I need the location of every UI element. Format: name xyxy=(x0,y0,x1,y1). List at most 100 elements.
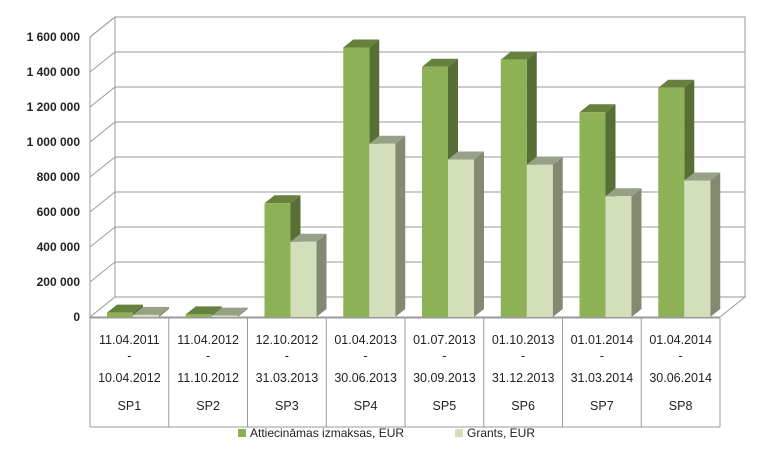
bar-side xyxy=(474,151,484,317)
bar-front xyxy=(684,180,711,317)
bar-top xyxy=(684,172,721,181)
bar-front xyxy=(264,203,291,317)
category-separator: - xyxy=(364,349,368,363)
category-code: SP5 xyxy=(433,399,457,413)
legend-swatch xyxy=(238,429,246,437)
bar-top xyxy=(185,306,222,315)
category-period-start: 11.04.2012 xyxy=(177,333,239,347)
category-period-start: 12.10.2012 xyxy=(256,333,319,347)
category-separator: - xyxy=(127,349,131,363)
bar xyxy=(448,151,484,317)
bar-front xyxy=(605,196,632,317)
y-tick-label: 1 000 000 xyxy=(27,135,81,149)
category-code: SP8 xyxy=(669,399,693,413)
bar-front xyxy=(500,59,527,317)
bar-top xyxy=(290,233,327,242)
bar xyxy=(684,172,721,317)
legend-swatch xyxy=(455,429,463,437)
bar-front xyxy=(422,66,448,317)
bar-front xyxy=(107,312,133,317)
bar-top xyxy=(579,104,616,113)
category-table: 11.04.2011 - 10.04.2012 SP1 11.04.2012 - 11.10… xyxy=(89,317,721,428)
bars xyxy=(107,39,721,317)
legend: Attiecināmas izmaksas, EUR Grants, EUR xyxy=(238,426,535,440)
bar-top xyxy=(658,79,695,88)
category-period-start: 01.01.2014 xyxy=(571,333,634,347)
legend-label: Attiecināmas izmaksas, EUR xyxy=(250,426,404,440)
bar-front xyxy=(526,164,553,317)
bar-front xyxy=(369,143,396,317)
category-code: SP1 xyxy=(118,399,142,413)
category-period-start: 11.04.2011 xyxy=(99,333,160,347)
y-axis: 0 200 000 400 000 600 000 800 000 1 000 000 1 … xyxy=(27,30,81,324)
bar-side xyxy=(710,172,721,317)
bar-side xyxy=(316,233,327,317)
y-tick-label: 200 000 xyxy=(37,275,81,289)
category-period-start: 01.10.2013 xyxy=(492,333,555,347)
bar-top xyxy=(605,188,642,197)
bar-front xyxy=(343,47,370,317)
category-separator: - xyxy=(206,349,210,363)
category-code: SP4 xyxy=(354,399,378,413)
category-separator: - xyxy=(285,349,289,363)
y-tick-label: 1 200 000 xyxy=(27,100,81,114)
bar-top xyxy=(264,195,301,204)
category-separator: - xyxy=(442,349,446,363)
y-tick-label: 0 xyxy=(73,310,80,324)
bar-side xyxy=(552,156,563,317)
bar-front xyxy=(211,315,238,317)
category-period-end: 31.12.2013 xyxy=(492,371,555,385)
bar-side xyxy=(237,307,248,317)
category-period-end: 31.03.2014 xyxy=(571,371,634,385)
category-period-end: 30.06.2013 xyxy=(334,371,397,385)
bar-top xyxy=(422,58,458,67)
category-period-end: 30.06.2014 xyxy=(649,371,712,385)
category-period-start: 01.04.2013 xyxy=(334,333,397,347)
bar-front xyxy=(579,112,606,317)
bar xyxy=(369,135,406,317)
bar-front xyxy=(290,241,317,317)
bar-side xyxy=(395,135,406,317)
bar-top xyxy=(133,306,169,315)
category-period-end: 11.10.2012 xyxy=(177,371,239,385)
bar-top xyxy=(369,135,406,144)
y-tick-label: 1 400 000 xyxy=(27,65,81,79)
bar-top xyxy=(526,156,563,165)
category-period-start: 01.07.2013 xyxy=(413,333,476,347)
y-tick-label: 600 000 xyxy=(37,205,81,219)
bar xyxy=(605,188,642,317)
bar-front xyxy=(658,87,685,317)
category-period-end: 31.03.2013 xyxy=(256,371,319,385)
bar-front xyxy=(133,314,159,317)
bar xyxy=(290,233,327,317)
category-period-start: 01.04.2014 xyxy=(649,333,712,347)
category-separator: - xyxy=(600,349,604,363)
category-code: SP2 xyxy=(196,399,220,413)
chart-walls xyxy=(88,15,747,319)
bar-top xyxy=(107,304,143,313)
bar-front xyxy=(185,314,212,317)
bar-top xyxy=(343,39,380,48)
category-code: SP7 xyxy=(590,399,614,413)
bar-side xyxy=(159,306,169,317)
bar xyxy=(526,156,563,317)
y-tick-label: 800 000 xyxy=(37,170,81,184)
gridline xyxy=(89,16,745,38)
bar xyxy=(133,306,169,317)
y-tick-label: 400 000 xyxy=(37,240,81,254)
bar xyxy=(211,307,248,317)
y-tick-label: 1 600 000 xyxy=(27,30,81,44)
legend-label: Grants, EUR xyxy=(467,426,535,440)
category-period-end: 10.04.2012 xyxy=(98,371,161,385)
category-period-end: 30.09.2013 xyxy=(413,371,476,385)
bar-side xyxy=(631,188,642,317)
category-code: SP3 xyxy=(275,399,299,413)
category-code: SP6 xyxy=(511,399,535,413)
bar-front xyxy=(448,159,474,317)
category-separator: - xyxy=(679,349,683,363)
category-separator: - xyxy=(521,349,525,363)
bar-top xyxy=(448,151,484,160)
bar-top xyxy=(211,307,248,316)
bar-top xyxy=(500,51,537,60)
